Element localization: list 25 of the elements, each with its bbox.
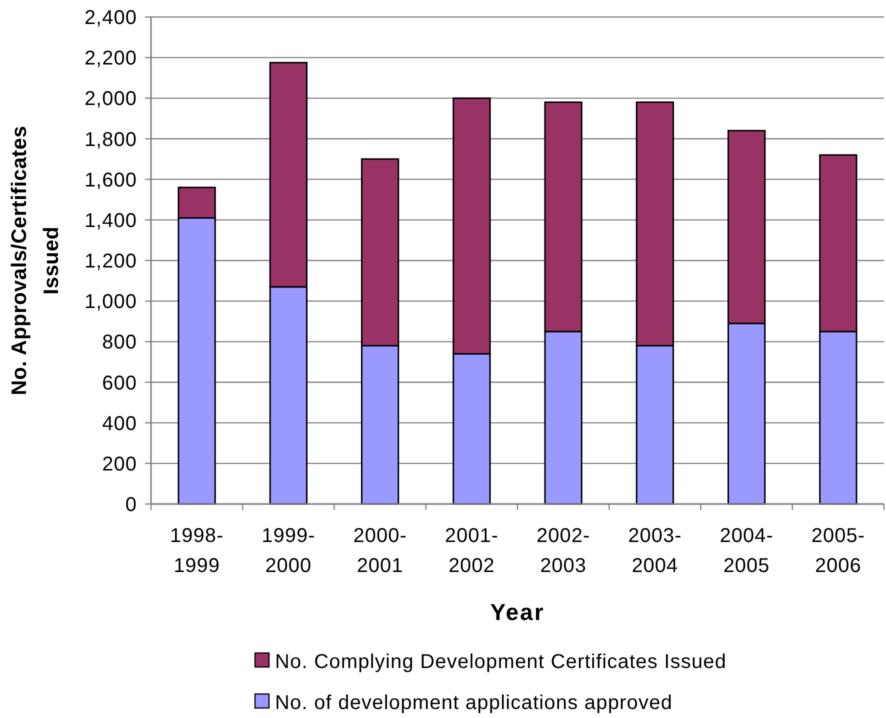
y-tick-label: 400 [102, 412, 137, 435]
y-tick-label: 1,600 [84, 169, 137, 192]
legend-label: No. of development applications approved [275, 692, 673, 714]
x-tick-label: 2004-2005 [720, 525, 774, 577]
y-tick-label: 2,000 [84, 88, 137, 110]
x-tick-label: 2002-2003 [536, 525, 590, 577]
y-tick-label: 2,200 [84, 48, 137, 70]
x-tick-label: 2003-2004 [628, 525, 682, 577]
x-tick-label: 2001-2002 [444, 525, 499, 577]
y-tick-label: 1,200 [84, 250, 137, 272]
y-tick-label: 800 [102, 332, 137, 354]
y-axis-title: No. Approvals/Certificates Issued [8, 126, 63, 396]
y-tick-label: 0 [125, 494, 137, 516]
x-tick-label: 1999-2000 [262, 525, 316, 577]
y-tick-label: 200 [102, 453, 137, 476]
y-tick-label: 2,400 [84, 7, 137, 29]
x-tick-label: 1998-1999 [170, 525, 224, 577]
y-tick-label: 1,400 [84, 210, 137, 232]
y-tick-label: 1,000 [84, 291, 137, 314]
x-axis-title: Year [490, 599, 545, 625]
x-tick-label: 2005-2006 [811, 525, 866, 577]
y-tick-label: 600 [102, 372, 137, 394]
x-tick-label: 2000-2001 [353, 525, 407, 577]
legend-label: No. Complying Development Certificates Issued [275, 651, 727, 673]
y-tick-label: 1,800 [84, 128, 137, 151]
